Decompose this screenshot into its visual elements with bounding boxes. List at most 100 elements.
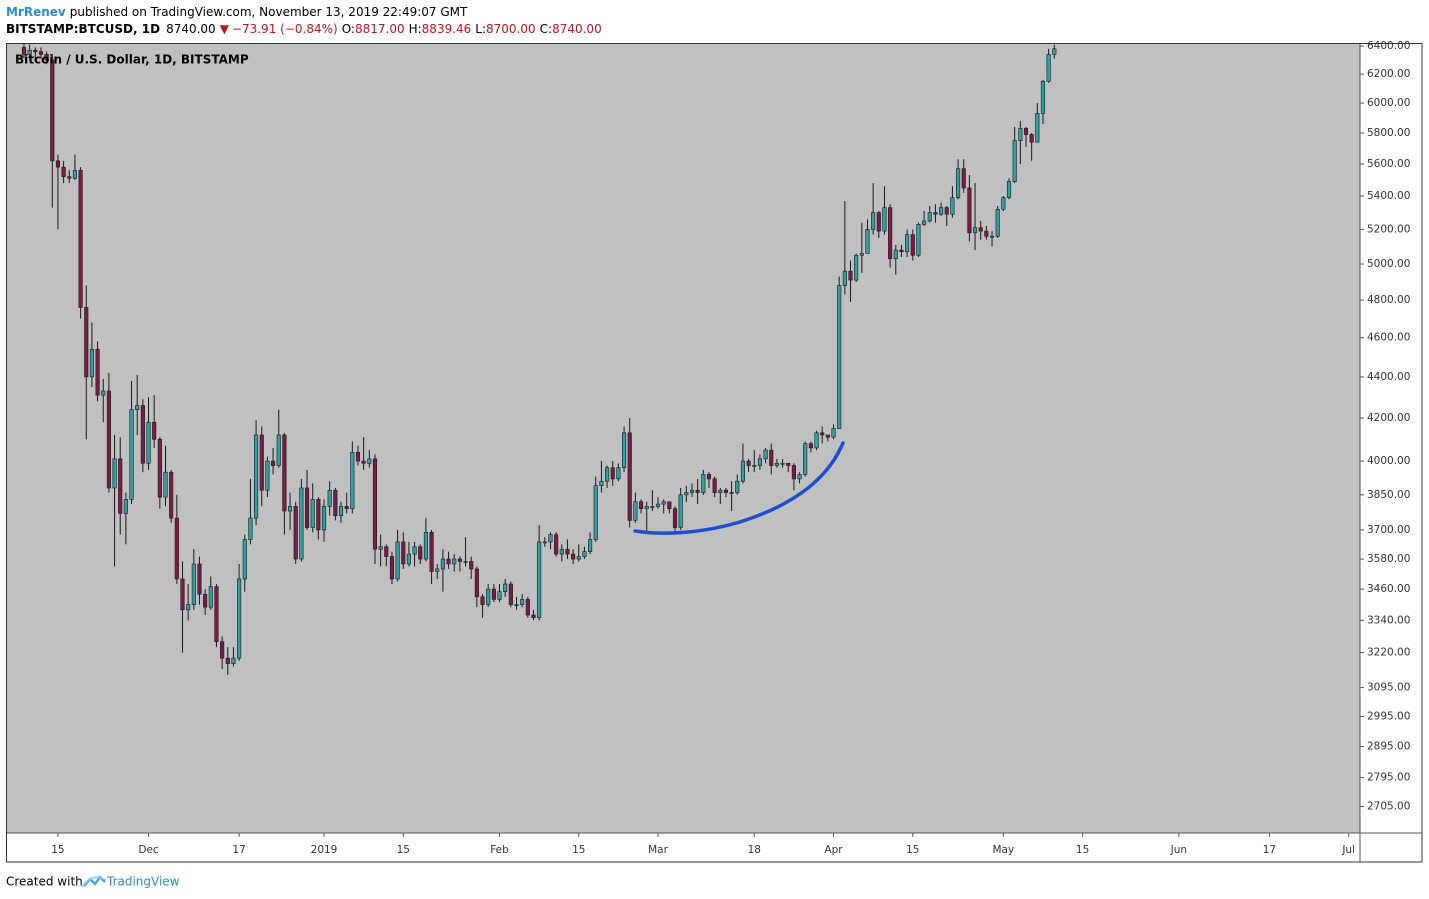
y-tick-label: 3460.00 bbox=[1367, 583, 1410, 595]
candle-body bbox=[237, 578, 242, 659]
candle-body bbox=[950, 197, 955, 215]
x-tick-label: Apr bbox=[824, 844, 843, 856]
candle-body bbox=[610, 467, 615, 480]
candle-body bbox=[888, 207, 893, 260]
candle-body bbox=[344, 506, 349, 509]
author[interactable]: MrRenev bbox=[6, 5, 66, 19]
candle-body bbox=[978, 227, 983, 232]
candle-body bbox=[446, 558, 451, 565]
candle-body bbox=[565, 548, 570, 555]
x-tick-label: 15 bbox=[906, 844, 919, 856]
y-tick-label: 4600.00 bbox=[1367, 332, 1410, 344]
candle-body bbox=[457, 558, 462, 562]
y-tick-label: 2895.00 bbox=[1367, 741, 1410, 753]
candle-body bbox=[706, 474, 712, 480]
y-tick-label: 3700.00 bbox=[1367, 524, 1410, 536]
candle-body bbox=[191, 563, 196, 605]
candle-body bbox=[814, 432, 819, 449]
x-tick-label: May bbox=[992, 844, 1014, 856]
candle-body bbox=[129, 409, 134, 500]
candle-body bbox=[644, 506, 649, 509]
candle-body bbox=[599, 480, 604, 486]
y-tick-label: 4400.00 bbox=[1367, 371, 1410, 383]
candle-body bbox=[774, 462, 779, 466]
candle-body bbox=[463, 561, 468, 563]
ohlc-label: O: bbox=[342, 22, 355, 36]
ohlc-value: 8700.00 bbox=[486, 22, 536, 36]
candle-body bbox=[910, 234, 915, 256]
y-tick-label: 6400.00 bbox=[1367, 40, 1410, 52]
candle-body bbox=[384, 546, 389, 557]
candles bbox=[21, 44, 1057, 675]
candle-body bbox=[661, 501, 666, 505]
candle-body bbox=[735, 480, 740, 493]
x-tick-label: Jun bbox=[1170, 844, 1187, 856]
candle-body bbox=[588, 539, 593, 552]
candle-body bbox=[395, 541, 400, 580]
candle-body bbox=[825, 434, 830, 438]
candle-body bbox=[112, 458, 117, 489]
candle-body bbox=[820, 432, 825, 436]
candle-body bbox=[169, 471, 174, 519]
publish-line: MrRenev published on TradingView.com, Nov… bbox=[6, 5, 468, 19]
candle-body bbox=[271, 460, 276, 466]
axes: 6400.00 6200.00 6000.00 5800.00 5600.00 5400.… bbox=[51, 40, 1410, 856]
candle-body bbox=[763, 449, 768, 460]
candle-body bbox=[740, 460, 745, 482]
candle-body bbox=[616, 467, 621, 480]
candle-body bbox=[248, 517, 253, 540]
candle-body bbox=[203, 593, 208, 608]
candle-body bbox=[67, 176, 72, 179]
candle-body bbox=[803, 443, 808, 475]
candle-body bbox=[508, 583, 513, 605]
candle-body bbox=[355, 451, 361, 462]
candle-body bbox=[480, 596, 485, 605]
candle-body bbox=[961, 168, 966, 189]
candle-body bbox=[225, 657, 230, 664]
candle-body bbox=[531, 614, 536, 618]
candle-body bbox=[435, 568, 440, 572]
brand[interactable]: TradingView bbox=[106, 875, 180, 889]
candle-body bbox=[310, 499, 315, 528]
x-tick-label: 15 bbox=[1076, 844, 1089, 856]
candle-body bbox=[440, 558, 445, 570]
candle-body bbox=[899, 249, 904, 253]
candle-body bbox=[633, 501, 638, 521]
last-price: 8740.00 bbox=[166, 22, 216, 36]
candle-body bbox=[922, 220, 927, 225]
candle-body bbox=[367, 458, 372, 464]
candle-body bbox=[786, 462, 791, 466]
down-arrow: ▼ bbox=[220, 22, 230, 36]
candle-body bbox=[163, 471, 168, 498]
time-axis bbox=[7, 833, 1422, 862]
candle-body bbox=[152, 421, 157, 440]
candle-body bbox=[876, 212, 881, 232]
candle-body bbox=[559, 548, 564, 555]
candle-body bbox=[378, 546, 383, 550]
y-tick-label: 4200.00 bbox=[1367, 412, 1410, 424]
candle-body bbox=[893, 249, 898, 260]
y-tick-label: 5800.00 bbox=[1367, 127, 1410, 139]
candle-body bbox=[593, 485, 598, 540]
candle-body bbox=[327, 489, 332, 507]
candle-body bbox=[220, 641, 225, 659]
candle-body bbox=[882, 207, 887, 232]
candle-body bbox=[622, 432, 627, 469]
symbol: BITSTAMP:BTCUSD, 1D bbox=[6, 22, 160, 36]
y-tick-label: 6000.00 bbox=[1367, 97, 1410, 109]
candle-body bbox=[95, 348, 100, 396]
candle-body bbox=[514, 604, 519, 606]
candle-body bbox=[667, 501, 672, 509]
candle-body bbox=[208, 586, 213, 608]
candle-body bbox=[746, 460, 751, 466]
candle-body bbox=[1012, 140, 1017, 182]
candle-body bbox=[503, 583, 508, 592]
candle-body bbox=[548, 534, 553, 543]
candle-body bbox=[916, 224, 921, 256]
candle-body bbox=[174, 517, 179, 580]
x-tick-label: Mar bbox=[648, 844, 668, 856]
ohlc-label: H: bbox=[409, 22, 422, 36]
candle-body bbox=[1018, 128, 1023, 141]
candle-body bbox=[729, 492, 734, 494]
